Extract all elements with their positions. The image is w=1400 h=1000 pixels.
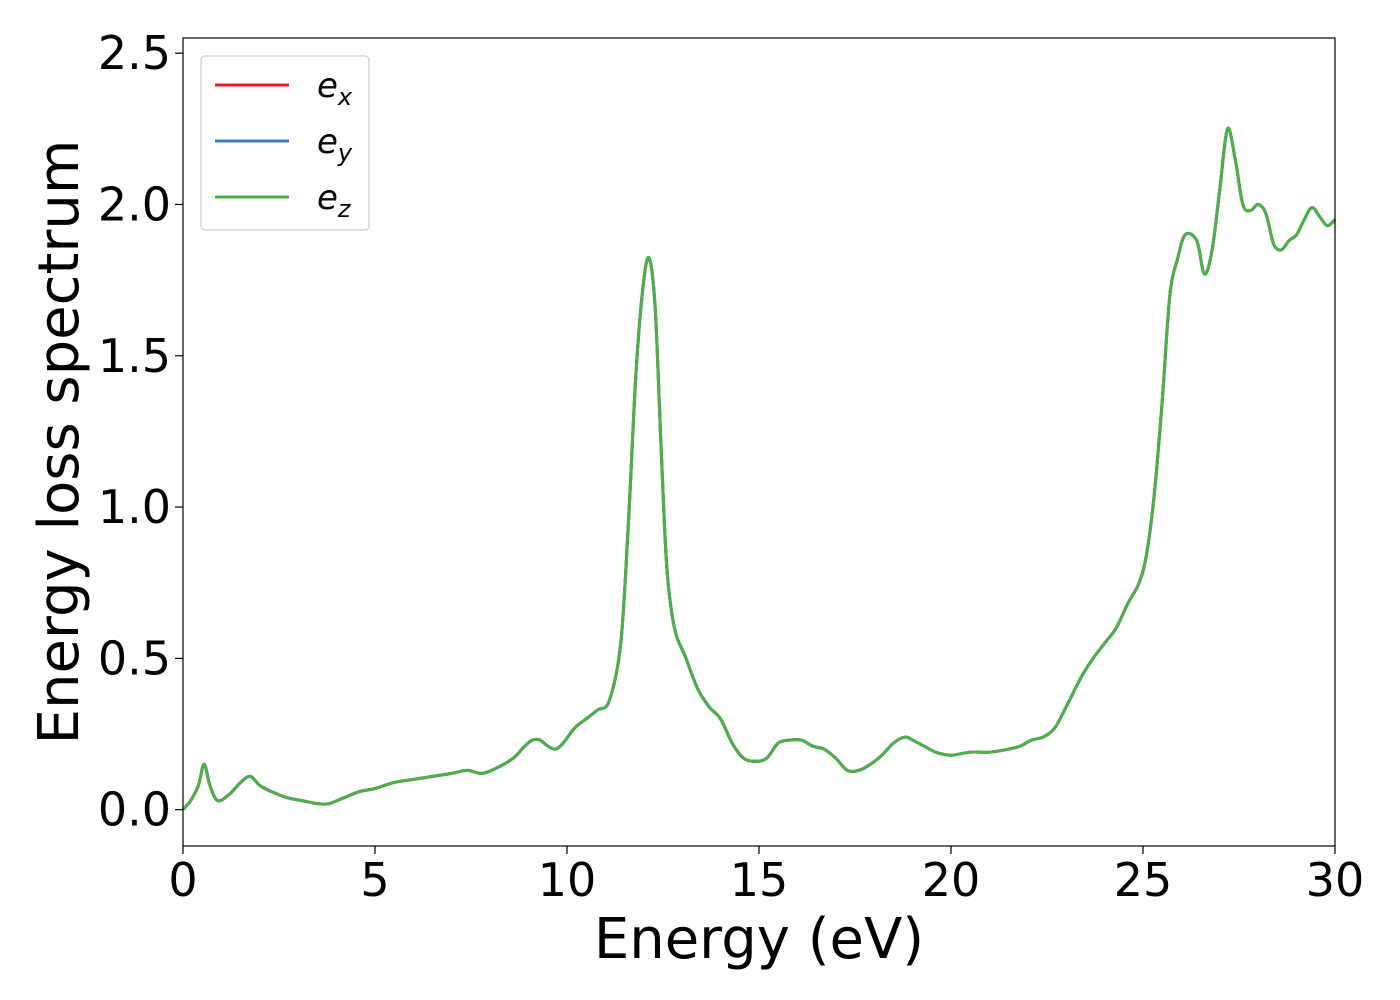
x-axis-ticks: 0 5 10 15 20 25 30 [168, 846, 1364, 907]
y-tick-label: 1.0 [98, 480, 171, 534]
legend-label-subscript: y [337, 139, 353, 167]
x-tick-label: 25 [1114, 853, 1173, 907]
series-line-e-z [181, 126, 1337, 811]
x-tick-label: 15 [730, 853, 789, 907]
y-tick-label: 0.5 [98, 631, 171, 685]
series-layer [181, 126, 1337, 811]
legend-label-base: e [317, 66, 338, 106]
legend-box [200, 55, 370, 231]
legend-label: ey [317, 122, 353, 167]
legend-label: ez [317, 178, 352, 223]
x-tick-label: 20 [922, 853, 981, 907]
y-axis-ticks: 0.0 0.5 1.0 1.5 2.0 2.5 [98, 26, 183, 837]
x-tick-label: 30 [1306, 853, 1365, 907]
y-tick-label: 2.0 [98, 177, 171, 231]
x-tick-label: 5 [360, 853, 389, 907]
legend-label-base: e [317, 122, 338, 162]
legend-label: ex [317, 66, 353, 111]
y-tick-label: 0.0 [98, 783, 171, 837]
y-axis-label: Energy loss spectrum [27, 140, 92, 745]
x-axis-label: Energy (eV) [594, 907, 924, 972]
x-tick-label: 10 [538, 853, 597, 907]
y-tick-label: 2.5 [98, 26, 171, 80]
x-tick-label: 0 [168, 853, 197, 907]
legend-label-subscript: z [337, 195, 352, 223]
legend-label-subscript: x [337, 83, 353, 111]
legend-label-base: e [317, 178, 338, 218]
plot-background [183, 38, 1335, 846]
y-tick-label: 1.5 [98, 329, 171, 383]
